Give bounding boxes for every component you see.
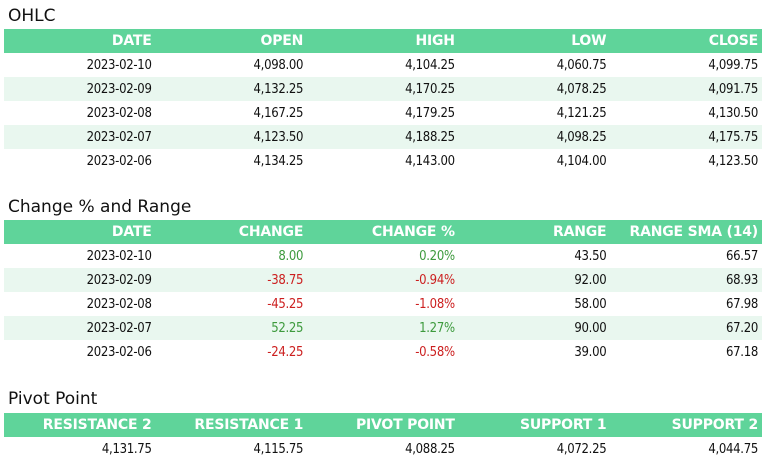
cell-range: 92.00 [458,268,611,292]
column-header-range: RANGE [458,220,611,244]
cell-low: 4,104.00 [556,153,607,169]
cell-open: 4,167.25 [253,105,304,121]
cell-change-percent: -0.58% [415,344,455,360]
column-header-high: HIGH [307,29,459,53]
column-header-pivot-point: PIVOT POINT [307,413,459,437]
cell-open: 4,098.00 [253,57,304,73]
cell-high: 4,188.25 [307,125,459,149]
table-row: 2023-02-07 4,123.50 4,188.25 4,098.25 4,… [4,125,762,149]
cell-high: 4,170.25 [307,77,459,101]
cell-resistance-1: 4,115.75 [253,441,304,457]
cell-close: 4,130.50 [708,105,758,121]
cell-change-percent: -1.08% [415,296,455,312]
table-row: 2023-02-06 4,134.25 4,143.00 4,104.00 4,… [4,149,762,173]
cell-date: 2023-02-06 [86,344,152,360]
cell-range: 58.00 [574,296,607,312]
cell-range-sma: 67.20 [610,316,762,340]
column-header-support-2: SUPPORT 2 [610,413,762,437]
column-header-change: CHANGE [155,220,308,244]
table-row: 2023-02-09 4,132.25 4,170.25 4,078.25 4,… [4,77,762,101]
cell-date: 2023-02-07 [4,316,156,340]
cell-low: 4,121.25 [556,105,607,121]
cell-close: 4,123.50 [708,153,758,169]
change-range-table: DATE CHANGE CHANGE % RANGE RANGE SMA (14… [4,220,762,364]
cell-high: 4,143.00 [405,153,455,169]
table-row: 4,131.75 4,115.75 4,088.25 4,072.25 4,04… [4,437,762,461]
cell-high: 4,104.25 [405,57,455,73]
cell-low: 4,098.25 [458,125,611,149]
cell-change: -45.25 [267,296,304,312]
cell-change: 52.25 [155,316,308,340]
table-header-row: DATE CHANGE CHANGE % RANGE RANGE SMA (14… [4,220,762,244]
cell-close: 4,099.75 [708,57,758,73]
column-header-range-sma: RANGE SMA (14) [610,220,762,244]
cell-open: 4,123.50 [155,125,308,149]
cell-change-percent: -0.94% [307,268,459,292]
cell-range-sma: 68.93 [610,268,762,292]
column-header-resistance-1: RESISTANCE 1 [155,413,308,437]
column-header-close: CLOSE [610,29,762,53]
table-row: 2023-02-09 -38.75 -0.94% 92.00 68.93 [4,268,762,292]
table-header-row: DATE OPEN HIGH LOW CLOSE [4,29,762,53]
cell-low: 4,060.75 [556,57,607,73]
ohlc-table: DATE OPEN HIGH LOW CLOSE 2023-02-10 4,09… [4,29,762,173]
cell-change-percent: 0.20% [419,248,455,264]
cell-range-sma: 66.57 [726,248,758,264]
column-header-change-percent: CHANGE % [307,220,459,244]
cell-change-percent: 1.27% [307,316,459,340]
cell-range: 43.50 [574,248,607,264]
column-header-date: DATE [4,220,156,244]
cell-support-1: 4,072.25 [556,441,607,457]
ohlc-title: OHLC [8,6,56,26]
table-row: 2023-02-10 8.00 0.20% 43.50 66.57 [4,244,762,268]
change-range-title: Change % and Range [8,197,192,217]
cell-change: -24.25 [267,344,304,360]
column-header-low: LOW [458,29,611,53]
cell-open: 4,132.25 [155,77,308,101]
cell-range-sma: 67.98 [726,296,758,312]
column-header-open: OPEN [155,29,308,53]
column-header-resistance-2: RESISTANCE 2 [4,413,156,437]
cell-date: 2023-02-10 [86,57,152,73]
column-header-date: DATE [4,29,156,53]
cell-date: 2023-02-08 [86,105,152,121]
table-row: 2023-02-07 52.25 1.27% 90.00 67.20 [4,316,762,340]
cell-change: -38.75 [155,268,308,292]
cell-date: 2023-02-09 [4,77,156,101]
pivot-title: Pivot Point [8,389,98,409]
cell-high: 4,179.25 [405,105,455,121]
cell-date: 2023-02-06 [86,153,152,169]
table-row: 2023-02-08 -45.25 -1.08% 58.00 67.98 [4,292,762,316]
cell-date: 2023-02-09 [4,268,156,292]
cell-range: 90.00 [458,316,611,340]
table-row: 2023-02-06 -24.25 -0.58% 39.00 67.18 [4,340,762,364]
table-header-row: RESISTANCE 2 RESISTANCE 1 PIVOT POINT SU… [4,413,762,437]
cell-support-2: 4,044.75 [708,441,758,457]
cell-date: 2023-02-10 [86,248,152,264]
cell-change: 8.00 [278,248,304,264]
cell-close: 4,175.75 [610,125,762,149]
cell-range-sma: 67.18 [726,344,758,360]
cell-low: 4,078.25 [458,77,611,101]
cell-open: 4,134.25 [253,153,304,169]
table-row: 2023-02-08 4,167.25 4,179.25 4,121.25 4,… [4,101,762,125]
cell-date: 2023-02-07 [4,125,156,149]
column-header-support-1: SUPPORT 1 [458,413,611,437]
pivot-table: RESISTANCE 2 RESISTANCE 1 PIVOT POINT SU… [4,413,762,461]
cell-range: 39.00 [574,344,607,360]
cell-close: 4,091.75 [610,77,762,101]
table-row: 2023-02-10 4,098.00 4,104.25 4,060.75 4,… [4,53,762,77]
cell-pivot-point: 4,088.25 [405,441,455,457]
cell-date: 2023-02-08 [86,296,152,312]
cell-resistance-2: 4,131.75 [101,441,152,457]
